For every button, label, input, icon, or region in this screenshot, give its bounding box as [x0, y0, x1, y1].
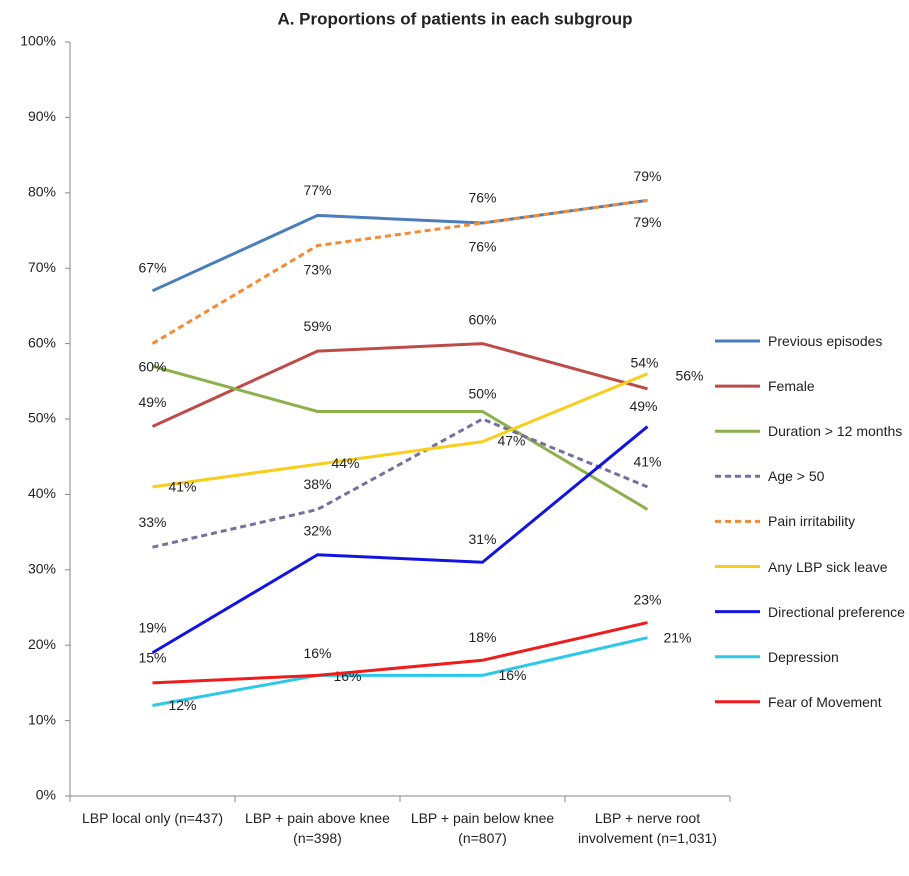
legend-label: Depression [768, 648, 839, 665]
y-tick-label: 50% [28, 410, 56, 426]
x-tick-label-box: LBP local only (n=437) [82, 810, 223, 826]
legend-label-box: Any LBP sick leave [768, 558, 888, 575]
x-tick-label: LBP + nerve root involvement (n=1,031) [578, 810, 717, 846]
data-label: 18% [468, 629, 496, 645]
legend-label-box: Previous episodes [768, 333, 883, 349]
legend-label-box: Directional preference [768, 603, 905, 620]
series-line [151, 198, 648, 293]
data-label: 31% [468, 531, 496, 547]
data-label: 60% [468, 311, 496, 327]
x-tick-label-box: LBP + nerve root involvement (n=1,031) [578, 810, 717, 846]
legend-label: Duration > 12 months [768, 423, 903, 440]
y-tick-label: 40% [28, 485, 56, 501]
data-label: 54% [630, 355, 658, 371]
x-tick-label-box: LBP + pain below knee (n=807) [410, 810, 555, 846]
legend-label: Any LBP sick leave [768, 558, 888, 575]
legend-label: Female [768, 378, 815, 395]
legend-label: Fear of Movement [768, 693, 882, 710]
data-label: 16% [303, 645, 331, 661]
y-tick-label: 10% [28, 711, 56, 727]
data-label: 73% [303, 261, 331, 277]
data-label: 12% [168, 697, 196, 713]
data-label: 32% [303, 522, 331, 538]
data-label: 49% [629, 398, 657, 414]
data-label: 79% [633, 168, 661, 184]
data-label: 44% [331, 455, 359, 471]
series-line [152, 636, 648, 707]
y-tick-label: 30% [28, 561, 56, 577]
legend-label-box: Fear of Movement [768, 693, 882, 710]
x-tick-label: LBP + pain above knee (n=398) [245, 810, 390, 846]
y-tick-label: 80% [28, 184, 56, 200]
data-label: 21% [663, 629, 691, 645]
legend-label: Directional preference [768, 603, 905, 620]
series-line [152, 364, 649, 511]
series-line [152, 621, 648, 685]
y-tick-label: 100% [20, 33, 56, 49]
data-label: 47% [497, 432, 525, 448]
y-tick-label: 20% [28, 636, 56, 652]
data-label: 38% [303, 476, 331, 492]
data-label: 79% [633, 214, 661, 230]
data-label: 49% [138, 394, 166, 410]
y-tick-label: 60% [28, 334, 56, 350]
data-label: 15% [138, 650, 166, 666]
data-label: 16% [498, 667, 526, 683]
data-label: 76% [468, 190, 496, 206]
series-line [152, 417, 649, 549]
chart-title: A. Proportions of patients in each subgr… [277, 9, 632, 28]
data-label: 50% [468, 386, 496, 402]
legend-label-box: Age > 50 [768, 468, 825, 485]
data-label: 76% [468, 239, 496, 255]
legend-label: Pain irritability [768, 513, 856, 530]
x-tick-label: LBP + pain below knee (n=807) [410, 810, 555, 846]
legend-label-box: Duration > 12 months [768, 423, 903, 440]
data-label: 19% [138, 619, 166, 635]
data-label: 33% [138, 514, 166, 530]
legend-label-box: Depression [768, 648, 839, 665]
data-label: 67% [138, 260, 166, 276]
y-tick-label: 70% [28, 259, 56, 275]
legend-label-box: Female [768, 378, 815, 395]
data-label: 56% [675, 367, 703, 383]
data-label: 59% [303, 318, 331, 334]
series-line [151, 425, 649, 655]
legend-label-box: Pain irritability [768, 513, 856, 530]
series-line [151, 198, 648, 345]
x-tick-label-box: LBP + pain above knee (n=398) [245, 810, 390, 846]
x-tick-label: LBP local only (n=437) [82, 810, 223, 826]
data-label: 41% [168, 479, 196, 495]
data-label: 77% [303, 182, 331, 198]
y-tick-label: 0% [36, 787, 56, 803]
data-label: 41% [633, 454, 661, 470]
series-line [152, 372, 649, 489]
data-label: 23% [633, 591, 661, 607]
legend-label: Age > 50 [768, 468, 825, 485]
data-label: 60% [138, 358, 166, 374]
y-tick-label: 90% [28, 108, 56, 124]
legend-label: Previous episodes [768, 333, 883, 349]
